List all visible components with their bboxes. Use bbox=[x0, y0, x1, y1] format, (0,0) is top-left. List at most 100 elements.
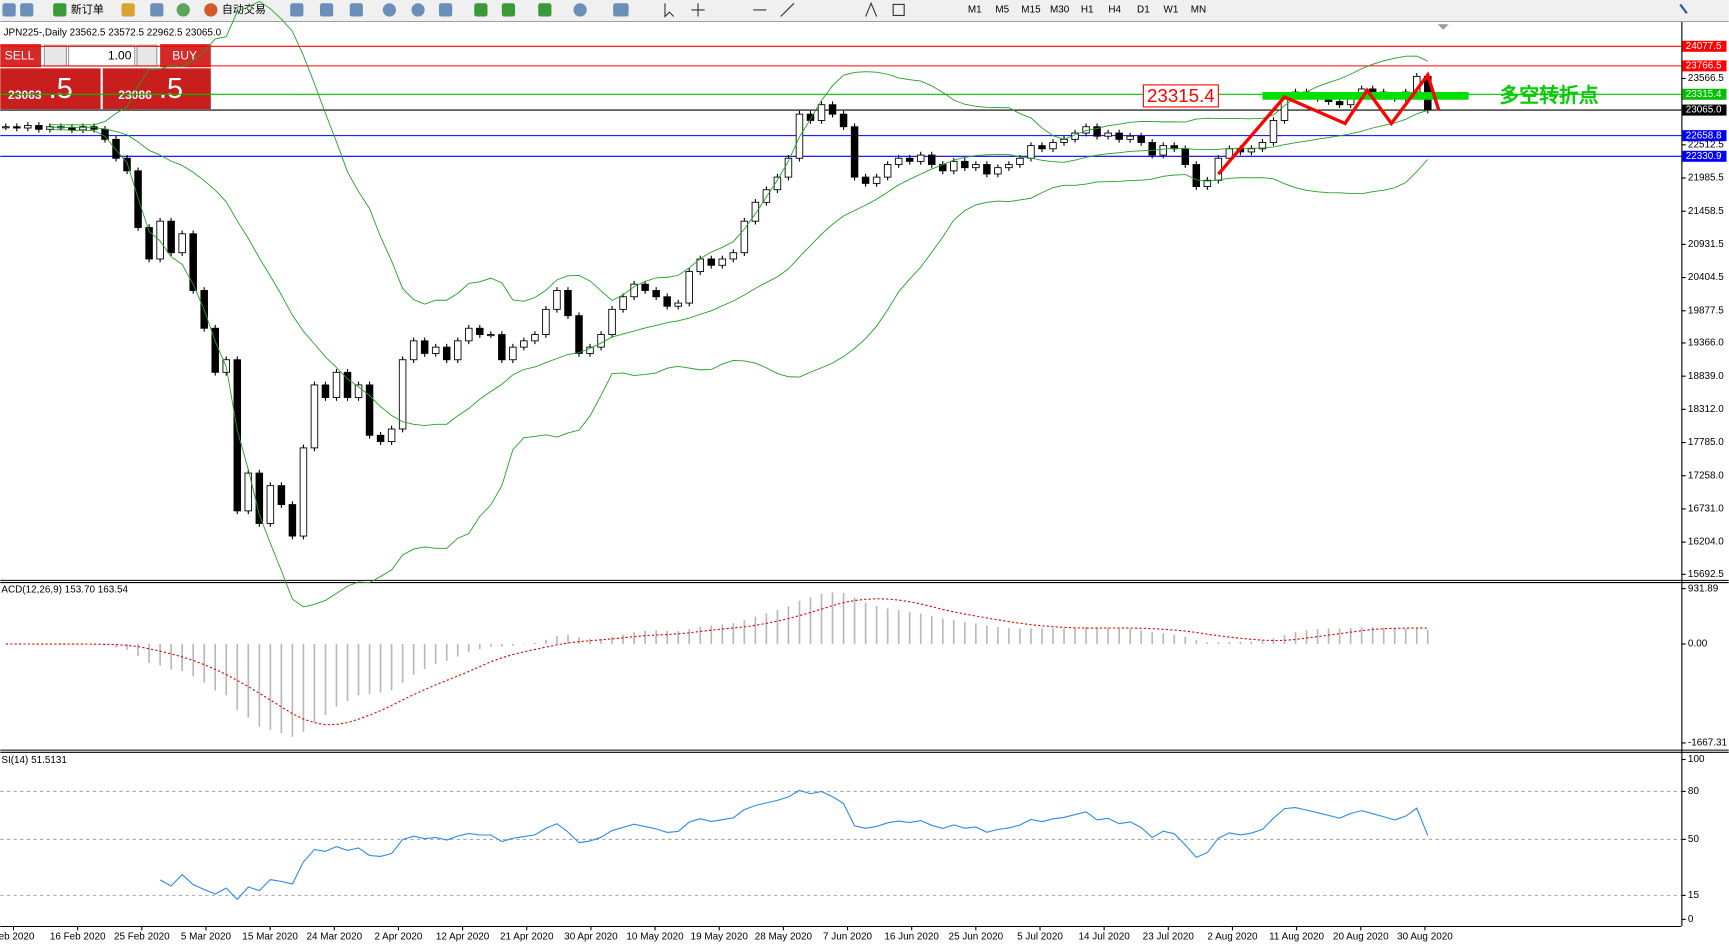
text-tool[interactable] bbox=[865, 1, 878, 17]
candle-body bbox=[465, 327, 473, 342]
price-tick-label: 18312.0 bbox=[1688, 404, 1724, 415]
candle-body bbox=[751, 201, 760, 222]
candle-body bbox=[564, 290, 572, 317]
timeframe-button[interactable]: M15 bbox=[1021, 5, 1041, 16]
icon[interactable] bbox=[411, 3, 425, 17]
icon[interactable] bbox=[613, 3, 629, 17]
date-label: 28 May 2020 bbox=[755, 932, 813, 943]
icon[interactable] bbox=[121, 3, 135, 17]
timeframe-button[interactable]: D1 bbox=[1137, 5, 1150, 16]
lot-down[interactable] bbox=[43, 44, 67, 67]
search-icon[interactable] bbox=[1679, 3, 1688, 14]
candle-body bbox=[520, 340, 528, 348]
bid-price[interactable]: 23063 bbox=[8, 88, 42, 102]
bid-fraction[interactable]: .5 bbox=[49, 73, 73, 105]
icon[interactable] bbox=[150, 3, 164, 17]
candle-body bbox=[442, 346, 451, 361]
icon[interactable] bbox=[319, 3, 334, 17]
ask-price[interactable]: 23086 bbox=[118, 88, 152, 102]
icon[interactable] bbox=[439, 3, 453, 17]
icon[interactable] bbox=[290, 3, 304, 17]
ask-fraction[interactable]: .5 bbox=[159, 73, 183, 105]
date-label: 25 Jun 2020 bbox=[949, 932, 1004, 943]
icon[interactable] bbox=[474, 3, 488, 17]
price-tick-label: 21985.5 bbox=[1688, 173, 1724, 184]
rsi-tick-label: 80 bbox=[1688, 786, 1700, 797]
candle-body bbox=[387, 428, 396, 443]
price-tag: 23315.4 bbox=[1147, 85, 1215, 106]
buy-button[interactable] bbox=[160, 44, 211, 68]
candle-body bbox=[1093, 126, 1101, 137]
candle-body bbox=[112, 138, 120, 159]
candle-body bbox=[123, 157, 131, 172]
timeframe-button[interactable]: M30 bbox=[1050, 5, 1070, 16]
icon[interactable] bbox=[53, 3, 67, 17]
icon[interactable] bbox=[538, 3, 552, 17]
icon[interactable] bbox=[382, 3, 397, 17]
timeframe-button[interactable]: W1 bbox=[1164, 5, 1179, 16]
icon[interactable] bbox=[501, 3, 516, 17]
candle-body bbox=[994, 167, 1002, 175]
timeframe-button[interactable]: H4 bbox=[1108, 5, 1121, 16]
date-label: 16 Jun 2020 bbox=[884, 932, 939, 943]
new-order-button[interactable]: 新订单 bbox=[71, 2, 104, 16]
zigzag-drawing bbox=[1217, 71, 1441, 176]
trendline-tool[interactable] bbox=[780, 2, 795, 17]
crosshair-tool[interactable] bbox=[691, 3, 705, 17]
sell-label[interactable]: SELL bbox=[5, 48, 35, 62]
candle-body bbox=[1126, 135, 1134, 140]
candle-body bbox=[961, 160, 969, 169]
timeframe-button[interactable]: M1 bbox=[968, 5, 982, 16]
icon[interactable] bbox=[2, 3, 16, 17]
candle-body bbox=[1203, 179, 1212, 188]
candle-body bbox=[773, 176, 782, 191]
candle-body bbox=[266, 485, 275, 524]
date-label: 5 Mar 2020 bbox=[181, 932, 232, 943]
sell-button[interactable] bbox=[0, 44, 42, 68]
candle-body bbox=[641, 283, 649, 291]
user-drawings bbox=[1142, 71, 1469, 176]
date-label: 12 Apr 2020 bbox=[436, 932, 490, 943]
price-tick-label: 23566.5 bbox=[1688, 73, 1724, 84]
candle-body bbox=[2, 126, 10, 129]
candle-body bbox=[597, 334, 605, 348]
bid-box[interactable] bbox=[0, 68, 101, 110]
price-tick-label: 22512.5 bbox=[1688, 139, 1724, 150]
candle-body bbox=[1049, 142, 1057, 150]
symbol-info: JPN225-,Daily 23562.5 23572.5 22962.5 23… bbox=[4, 28, 222, 39]
price-tick-label: 16204.0 bbox=[1688, 537, 1724, 548]
timeframe-button[interactable]: MN bbox=[1191, 5, 1206, 16]
date-label: 7 Jun 2020 bbox=[823, 932, 873, 943]
ask-box[interactable] bbox=[102, 68, 211, 110]
icon[interactable] bbox=[204, 3, 218, 17]
candle-body bbox=[983, 164, 991, 175]
date-label: 30 Aug 2020 bbox=[1397, 932, 1453, 943]
candle-body bbox=[674, 302, 682, 307]
cursor-tool[interactable] bbox=[664, 3, 675, 18]
candle-body bbox=[343, 371, 352, 398]
candle-body bbox=[950, 160, 958, 172]
icon[interactable] bbox=[573, 3, 587, 17]
lot-value[interactable]: 1.00 bbox=[108, 48, 132, 62]
label-tool[interactable] bbox=[892, 3, 905, 16]
candle-body bbox=[1247, 148, 1256, 153]
bollinger-band bbox=[49, 0, 1428, 305]
buy-label[interactable]: BUY bbox=[172, 48, 197, 62]
macd-label: ACD(12,26,9) 153.70 163.54 bbox=[1, 584, 128, 595]
icon[interactable] bbox=[349, 3, 363, 17]
lot-up[interactable] bbox=[136, 44, 158, 67]
date-label: 2 Apr 2020 bbox=[374, 932, 422, 943]
level-box bbox=[1682, 60, 1727, 72]
level-label: 24077.5 bbox=[1686, 41, 1722, 52]
icon[interactable] bbox=[176, 3, 190, 17]
candle-body bbox=[575, 315, 583, 354]
candle-body bbox=[255, 472, 264, 524]
level-box bbox=[1682, 104, 1727, 116]
candle-body bbox=[376, 434, 385, 443]
icon[interactable] bbox=[20, 3, 34, 17]
timeframe-button[interactable]: H1 bbox=[1081, 5, 1094, 16]
date-label: 23 Jul 2020 bbox=[1143, 932, 1195, 943]
timeframe-button[interactable]: M5 bbox=[995, 5, 1009, 16]
